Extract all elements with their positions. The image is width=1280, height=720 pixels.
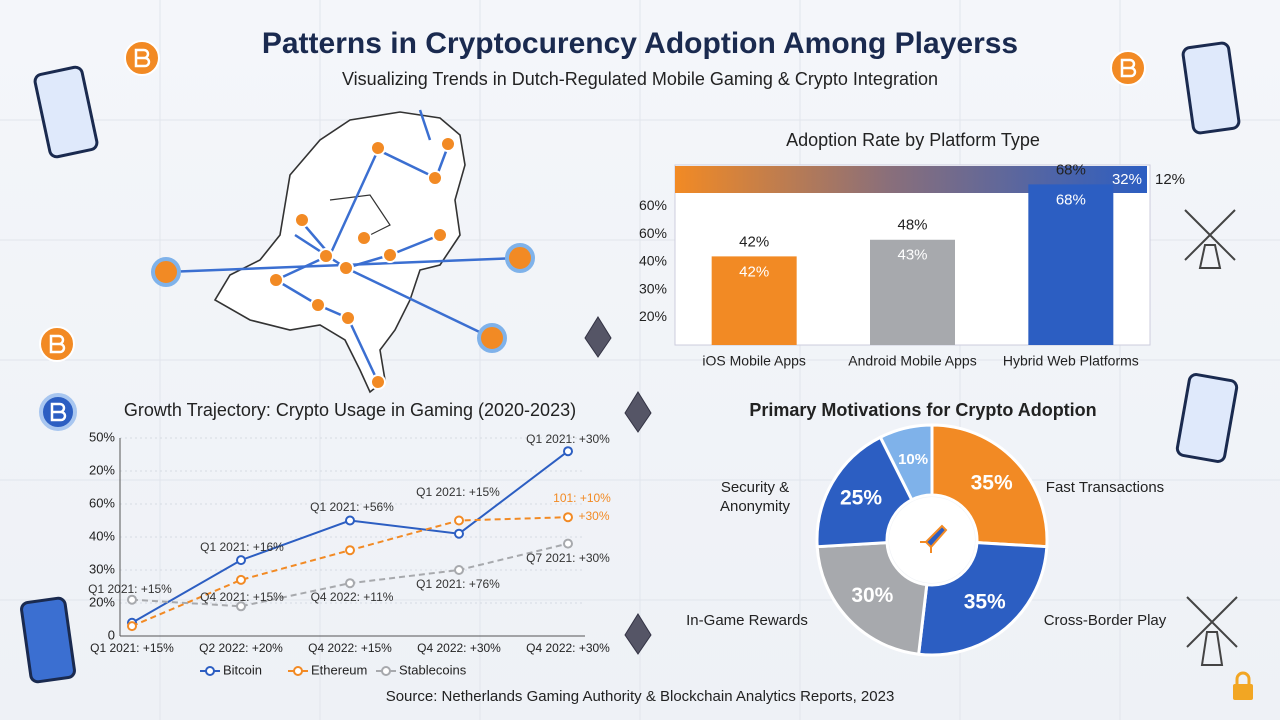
y-tick-label: 50% <box>89 429 115 444</box>
legend-label: Bitcoin <box>223 662 262 677</box>
annotation: 101: +10% <box>553 491 611 505</box>
y-tick-label: 0 <box>108 627 115 642</box>
point <box>563 512 573 523</box>
legend-label: Ethereum <box>311 662 367 677</box>
motivation-label: In-Game Rewards <box>686 612 808 629</box>
slice-label: 25% <box>840 487 882 510</box>
annotation: Q1 2021: +16% <box>200 540 284 554</box>
annotation: Q1 2021: +76% <box>416 577 500 591</box>
eth-icons <box>584 316 652 655</box>
banner-label: 32% <box>1112 171 1142 188</box>
y-tick-label: 30% <box>89 561 115 576</box>
x-tick-label: Q1 2021: +15% <box>90 641 174 655</box>
bar <box>870 239 955 345</box>
point <box>127 594 137 605</box>
y-tick-label: 30% <box>639 280 667 296</box>
coin-icons <box>39 40 1146 431</box>
point <box>236 555 246 566</box>
annotation: Q4 2021: +15% <box>200 590 284 604</box>
annotation: Q7 2021: +30% <box>526 551 610 565</box>
point <box>236 574 246 585</box>
donut-slice <box>815 435 914 549</box>
page-title: Patterns in Cryptocurency Adoption Among… <box>262 27 1018 60</box>
annotation: Q1 2021: +15% <box>416 485 500 499</box>
source: Source: Netherlands Gaming Authority & B… <box>386 688 895 705</box>
chart-title: Primary Motivations for Crypto Adoption <box>749 400 1096 420</box>
banner-label: 12% <box>1155 171 1185 188</box>
donut-slice <box>916 541 1049 657</box>
slice-label: 35% <box>971 471 1013 494</box>
y-tick-label: 60% <box>89 495 115 510</box>
page-subtitle: Visualizing Trends in Dutch-Regulated Mo… <box>342 69 938 89</box>
point <box>345 545 355 556</box>
slice-label: 30% <box>851 584 893 607</box>
inner-label: 42% <box>739 263 769 280</box>
y-tick-label: 40% <box>639 253 667 269</box>
donut-slice <box>930 423 1049 549</box>
phone-icons <box>20 41 1241 684</box>
x-tick-label: Q2 2022: +20% <box>199 641 283 655</box>
charts: Adoption Rate by Platform Type 20% 30% 40% 6… <box>88 130 1185 678</box>
motivation-label: Fast Transactions <box>1045 479 1165 496</box>
x-tick-label: Hybrid Web Platforms <box>1003 353 1139 369</box>
value-label: 48% <box>897 217 927 234</box>
netherlands-map <box>151 109 535 394</box>
slice-label: 10% <box>898 451 928 468</box>
chart-title: Adoption Rate by Platform Type <box>786 130 1040 150</box>
inner-label: 68% <box>1056 191 1086 208</box>
slice-label: 35% <box>964 590 1006 613</box>
annotation: Q1 2021: +15% <box>88 582 172 596</box>
bar <box>1028 184 1114 345</box>
point <box>563 538 573 549</box>
donut-slice <box>815 541 929 656</box>
y-tick-label: 60% <box>639 225 667 241</box>
point <box>127 621 137 632</box>
point <box>345 515 355 526</box>
motivation-label: Cross-Border Play <box>1043 612 1167 629</box>
y-tick-label: 20% <box>639 308 667 324</box>
x-tick-label: iOS Mobile Apps <box>702 353 806 369</box>
x-tick-label: Q4 2022: +30% <box>526 641 610 655</box>
x-tick-label: Q4 2022: +15% <box>308 641 392 655</box>
annotation: +30% <box>578 509 609 523</box>
inner-label: 43% <box>897 247 927 264</box>
annotation: Q1 2021: +56% <box>310 500 394 514</box>
point <box>454 515 464 526</box>
value-label: 68% <box>1056 161 1086 178</box>
legend-marker <box>381 666 391 676</box>
point <box>454 565 464 575</box>
bar <box>711 256 797 345</box>
motivation-label: Security & Anonymity <box>719 479 791 515</box>
legend-label: Stablecoins <box>399 662 467 677</box>
y-tick-label: 40% <box>89 528 115 543</box>
series-line <box>131 516 569 628</box>
lock-icon <box>1233 671 1253 700</box>
annotation: Q4 2022: +11% <box>311 590 394 604</box>
point <box>454 528 464 539</box>
point <box>563 446 573 457</box>
y-tick-label: 60% <box>639 197 667 213</box>
point <box>345 578 355 589</box>
rocket-icon <box>920 524 948 553</box>
x-tick-label: Q4 2022: +30% <box>417 641 501 655</box>
legend-marker <box>205 666 215 676</box>
point <box>236 601 246 612</box>
chart-title: Growth Trajectory: Crypto Usage in Gamin… <box>124 400 576 420</box>
y-tick-label: 20% <box>89 462 115 477</box>
annotation: Q1 2021: +30% <box>526 432 610 446</box>
value-label: 42% <box>739 233 769 250</box>
windmill-icons <box>1184 209 1238 666</box>
legend-marker <box>293 666 303 676</box>
x-tick-label: Android Mobile Apps <box>848 353 976 369</box>
donut-slice <box>878 423 934 502</box>
y-tick-label: 20% <box>89 594 115 609</box>
